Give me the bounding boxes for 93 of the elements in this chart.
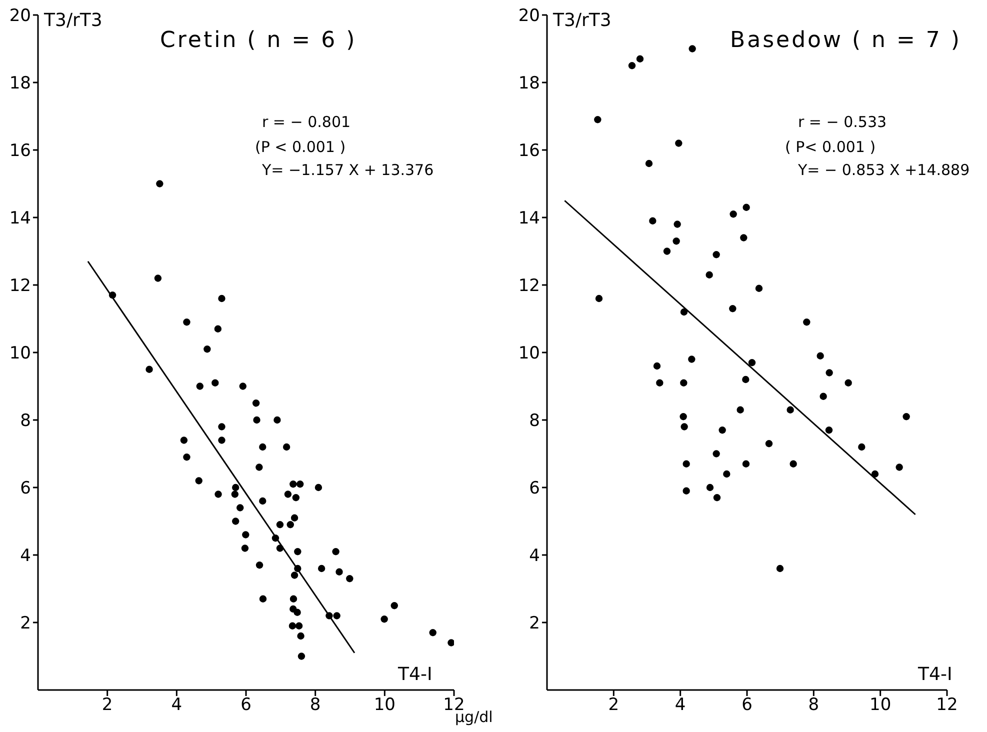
- point: [663, 248, 671, 255]
- y-tick-label: 2: [20, 614, 31, 634]
- point: [826, 369, 833, 376]
- point: [736, 406, 744, 414]
- point: [844, 379, 852, 386]
- point: [816, 352, 824, 360]
- point: [712, 450, 720, 458]
- y-tick-label: 10: [9, 344, 31, 364]
- y-tick-label: 2: [529, 614, 540, 634]
- annotation: (P < 0.001 ): [255, 138, 346, 156]
- y-tick-label: 4: [20, 546, 31, 566]
- x-tick-label: 6: [240, 695, 252, 716]
- point: [776, 564, 784, 572]
- y-tick-label: 6: [529, 478, 540, 499]
- point: [675, 140, 682, 147]
- annotation: r = − 0.533: [798, 113, 887, 131]
- annotation: ( P< 0.001 ): [785, 138, 876, 156]
- y-tick-label: 16: [518, 141, 540, 162]
- point: [765, 440, 773, 448]
- point: [680, 379, 688, 386]
- y-tick-label: 14: [9, 208, 31, 229]
- point: [682, 487, 690, 494]
- point: [718, 426, 726, 434]
- annotation: r = − 0.801: [262, 113, 351, 131]
- point: [748, 359, 756, 366]
- point: [858, 443, 866, 451]
- point: [680, 413, 687, 420]
- y-tick-label: 4: [529, 546, 540, 566]
- point: [680, 423, 688, 430]
- point: [713, 494, 721, 502]
- x-tick-label: 10: [374, 695, 396, 716]
- point: [742, 204, 750, 211]
- point: [649, 217, 656, 224]
- y-tick-label: 18: [518, 74, 540, 94]
- point: [755, 284, 763, 292]
- point: [825, 426, 833, 434]
- point: [672, 238, 680, 245]
- annotation: Y= − 0.853 X +14.889: [798, 161, 970, 179]
- y-tick-label: 18: [9, 74, 31, 94]
- y-tick-label: 8: [529, 411, 540, 432]
- x-tick-label: 12: [936, 695, 958, 716]
- y-tick-label: 6: [20, 478, 31, 499]
- point: [680, 308, 688, 316]
- point: [730, 210, 737, 218]
- point: [803, 318, 810, 326]
- y-tick-label: 20: [9, 6, 31, 26]
- point: [723, 470, 730, 478]
- annotation: Y= −1.157 X + 13.376: [262, 161, 434, 179]
- text: Cretin ( n = 6 ): [160, 28, 357, 53]
- y-axis-title: T3/rT3: [44, 10, 102, 31]
- y-tick-label: 10: [518, 344, 540, 364]
- text: Basedow ( n = 7 ): [730, 28, 962, 53]
- point: [871, 470, 879, 478]
- point: [688, 45, 696, 52]
- x-tick-label: 4: [171, 695, 182, 716]
- x-axis-title: T4-I: [398, 664, 432, 685]
- point: [742, 460, 750, 468]
- y-tick-label: 12: [9, 276, 31, 296]
- point: [706, 271, 713, 278]
- x-tick-label: 6: [742, 695, 752, 716]
- point: [786, 406, 794, 414]
- point: [820, 392, 827, 400]
- y-tick-label: 16: [9, 141, 31, 162]
- x-tick-label: 4: [674, 695, 686, 716]
- point: [706, 484, 714, 492]
- point: [790, 460, 797, 468]
- x-tick-label: 8: [310, 695, 321, 716]
- x-tick-label: 10: [870, 695, 892, 716]
- point: [674, 220, 681, 228]
- y-tick-label: 20: [518, 6, 540, 26]
- x-axis-title: T4-I: [918, 664, 952, 685]
- point: [902, 413, 910, 420]
- point: [656, 379, 664, 386]
- x-tick-label: 2: [608, 695, 620, 716]
- point: [740, 234, 748, 242]
- point: [896, 464, 903, 471]
- point: [595, 294, 603, 302]
- x-tick-label: 2: [102, 695, 113, 716]
- y-axis-title: T3/rT3: [553, 10, 612, 31]
- point: [682, 460, 690, 468]
- point: [729, 305, 736, 312]
- point: [636, 55, 644, 62]
- x-tick-label: 8: [808, 695, 820, 716]
- point: [688, 356, 696, 363]
- point: [712, 251, 720, 258]
- y-tick-label: 14: [518, 208, 540, 229]
- point: [594, 116, 602, 124]
- point: [653, 362, 661, 370]
- point: [645, 160, 653, 168]
- point: [742, 376, 750, 384]
- y-tick-label: 8: [20, 411, 31, 432]
- y-tick-label: 12: [518, 276, 540, 296]
- point: [628, 62, 636, 70]
